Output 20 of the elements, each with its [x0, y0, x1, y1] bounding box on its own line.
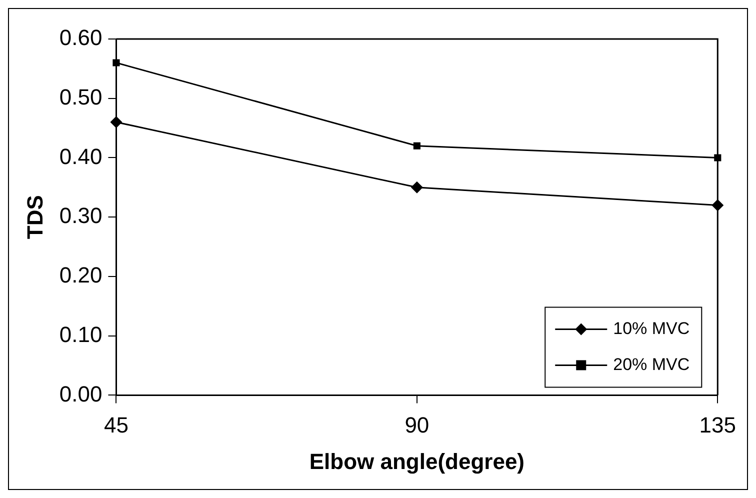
point: [112, 59, 120, 66]
y-tick-label: 0.30: [59, 203, 102, 228]
y-tick-label: 0.60: [59, 25, 102, 50]
point: [712, 199, 724, 212]
legend-label: 10% MVC: [613, 318, 690, 338]
y-tick-label: 0.20: [59, 262, 102, 288]
x-tick-label: 135: [699, 412, 736, 438]
legend-label: 20% MVC: [613, 354, 690, 374]
x-axis-title: Elbow angle(degree): [309, 448, 525, 474]
y-tick-label: 0.10: [59, 322, 102, 347]
point: [714, 154, 722, 162]
y-tick-label: 0.50: [59, 84, 102, 110]
point: [110, 116, 122, 128]
x-tick-label: 45: [104, 412, 128, 438]
y-tick-label: 0.00: [59, 381, 102, 406]
y-tick-label: 0.40: [59, 144, 102, 169]
point: [410, 181, 423, 194]
point: [413, 142, 420, 150]
x-tick-label: 90: [404, 412, 430, 438]
y-axis-title: TDS: [22, 195, 48, 240]
